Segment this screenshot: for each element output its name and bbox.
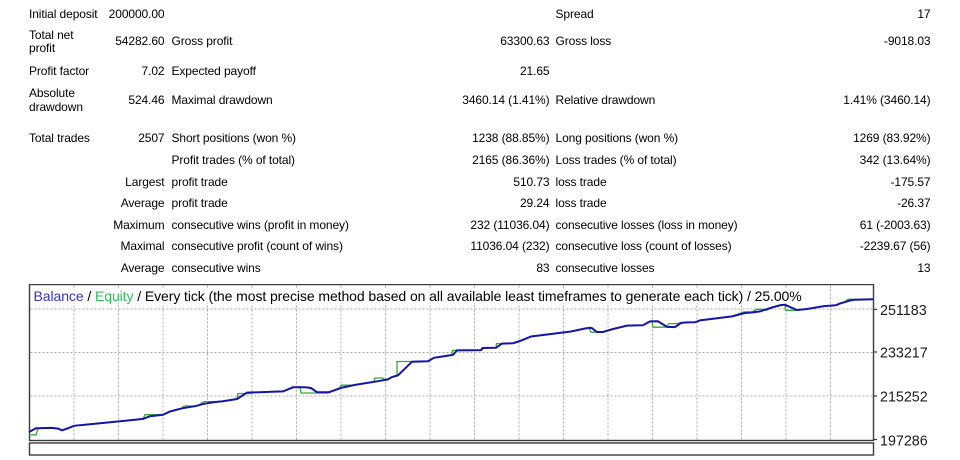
svg-text:Balance / Equity / Every tick: Balance / Equity / Every tick (the most … bbox=[34, 288, 802, 304]
svg-text:215252: 215252 bbox=[880, 389, 928, 405]
svg-text:233217: 233217 bbox=[880, 345, 928, 361]
svg-text:251183: 251183 bbox=[880, 303, 927, 319]
svg-text:197286: 197286 bbox=[880, 433, 928, 449]
